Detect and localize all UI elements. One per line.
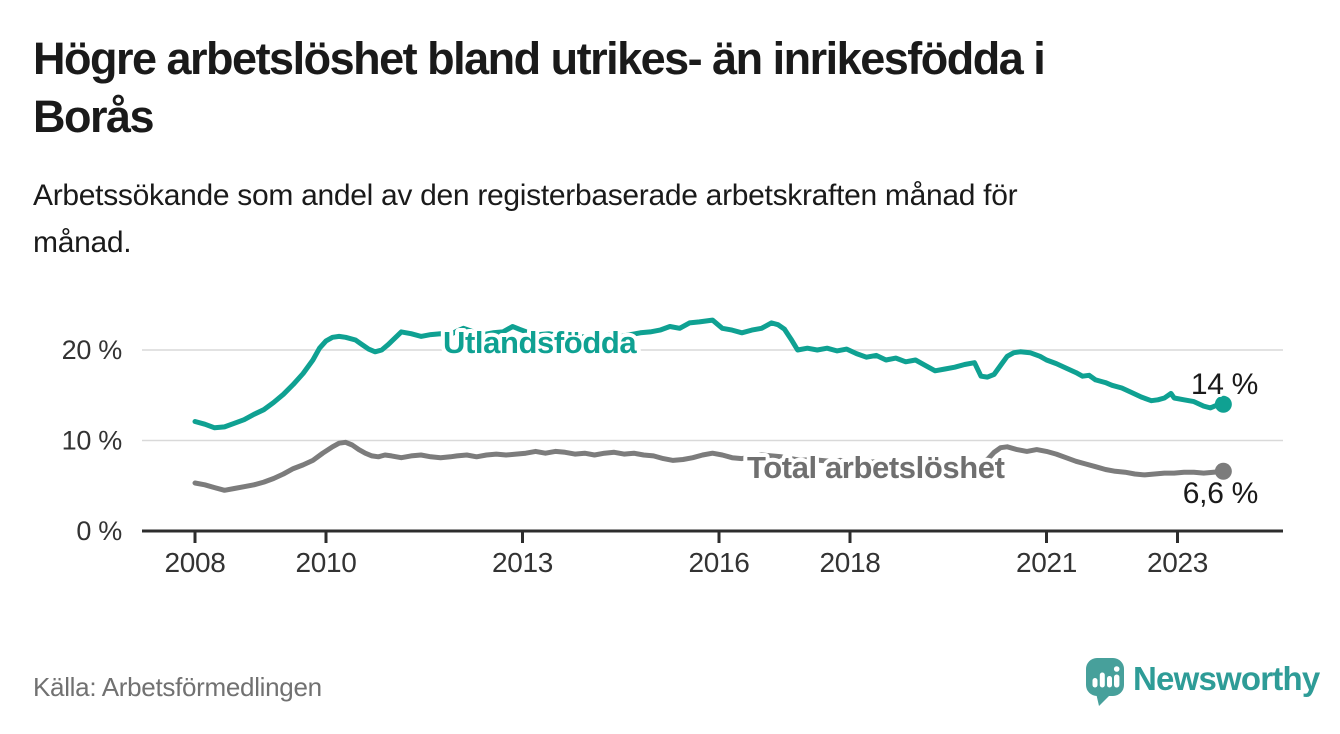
source-note: Källa: Arbetsförmedlingen (33, 672, 322, 702)
page-title-line2: Borås (33, 91, 155, 142)
axis-layer: 0 % 10 % 20 % 2008 2010 2013 2016 2018 2021 2023 (62, 335, 1283, 578)
series-label-utlandsfodda: Utlandsfödda (443, 325, 637, 360)
y-axis-tick-label: 20 % (62, 335, 123, 365)
page-title-line1: Högre arbetslöshet bland utrikes- än inr… (33, 33, 1046, 84)
chart-subtitle-line2: månad. (33, 226, 132, 259)
end-value-label-utlandsfodda: 14 % (1191, 368, 1258, 401)
y-axis-tick-label: 10 % (62, 426, 123, 456)
y-axis-tick-label: 0 % (76, 516, 122, 546)
grid-layer (142, 349, 1283, 442)
series-line-total-arbetsloshet (192, 439, 1226, 493)
series-label-total-arbetsloshet: Total arbetslöshet (747, 450, 1005, 485)
chart-subtitle-line1: Arbetssökande som andel av den registerb… (33, 179, 1018, 212)
end-value-label-total: 6,6 % (1183, 477, 1258, 510)
x-axis-tick-label: 2023 (1147, 547, 1208, 578)
x-axis-tick-label: 2021 (1016, 547, 1077, 578)
series-end-dot-total-arbetsloshet (1214, 462, 1232, 480)
x-axis-tick-label: 2010 (295, 547, 356, 578)
end-dot-layer (1214, 395, 1232, 480)
page-title: Högre arbetslöshet bland utrikes- än inr… (33, 30, 1303, 146)
chart-subtitle: Arbetssökande som andel av den registerb… (33, 172, 1273, 266)
series-line-utlandsfodda (192, 317, 1226, 431)
newsworthy-logo-icon (1086, 658, 1124, 706)
x-axis-tick-label: 2013 (492, 547, 553, 578)
speech-bubble-chart-icon (1086, 658, 1124, 706)
newsworthy-logo: Newsworthy (1085, 656, 1320, 710)
x-axis-tick-label: 2018 (819, 547, 880, 578)
series-layer (192, 317, 1226, 493)
newsworthy-wordmark: Newsworthy (1133, 660, 1320, 697)
x-axis-tick-label: 2016 (688, 547, 749, 578)
x-axis-tick-label: 2008 (164, 547, 225, 578)
series-end-dot-utlandsfodda (1214, 395, 1232, 413)
